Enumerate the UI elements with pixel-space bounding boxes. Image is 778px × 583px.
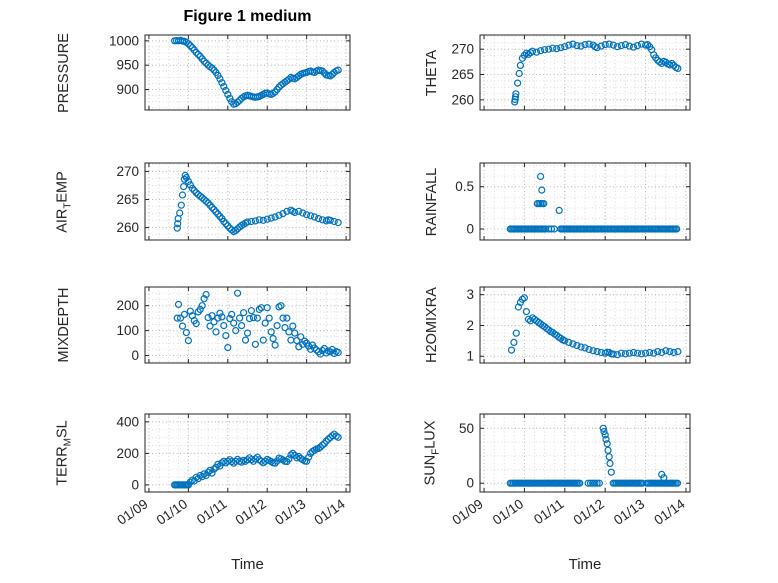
axes-box: [144, 286, 351, 364]
subplot-theta: 260 265 270: [451, 34, 691, 111]
svg-text:01/11: 01/11: [194, 496, 229, 527]
svg-text:260: 260: [116, 220, 139, 235]
y-tick-labels: 260 265 270: [451, 42, 474, 108]
svg-text:01/13: 01/13: [611, 496, 647, 528]
ylabel-h2omixra: H2OMIXRA: [424, 287, 440, 363]
subplot-terr-msl: 0 200 400 01/09 01/10 01/11 01/12 01/13 01/14: [114, 413, 351, 528]
svg-text:1: 1: [466, 349, 474, 364]
svg-text:01/14: 01/14: [651, 496, 688, 528]
minor-grid: [480, 35, 690, 110]
major-grid: [145, 163, 350, 240]
ylabel-rainfall: RAINFALL: [424, 167, 440, 236]
svg-text:01/09: 01/09: [114, 496, 150, 528]
minor-grid: [145, 163, 350, 240]
axes-box: [144, 34, 351, 111]
tick-marks: [480, 287, 690, 363]
svg-text:0: 0: [131, 477, 139, 492]
h2omixra-data-points: [507, 294, 682, 359]
svg-text:200: 200: [116, 298, 139, 313]
y-tick-labels: 0 50: [459, 421, 474, 491]
svg-text:0: 0: [466, 222, 474, 237]
tick-marks: [145, 287, 350, 363]
svg-text:265: 265: [116, 192, 139, 207]
y-tick-labels: 1 2 3: [466, 287, 474, 364]
svg-text:270: 270: [451, 42, 474, 57]
major-grid: [145, 35, 350, 110]
subplot-air-temp: 260 265 270: [116, 162, 351, 241]
svg-text:100: 100: [116, 323, 139, 338]
ylabel-theta: THETA: [424, 49, 440, 96]
svg-text:950: 950: [116, 58, 139, 73]
axes-box: [144, 162, 351, 241]
subplot-pressure: 900 950 1000: [109, 33, 351, 111]
svg-text:260: 260: [451, 92, 474, 107]
tick-marks: [145, 35, 350, 110]
theta-data-points: [511, 40, 682, 106]
svg-text:200: 200: [116, 446, 139, 461]
svg-text:01/14: 01/14: [311, 496, 348, 528]
tick-marks: [145, 163, 350, 240]
y-tick-labels: 900 950 1000: [109, 33, 139, 97]
tick-marks: [145, 414, 350, 492]
svg-text:0: 0: [131, 348, 139, 363]
subplot-sun-flux: 0 50 01/09 01/10 01/11 01/12 01/13 01/14: [449, 413, 691, 528]
ylabel-pressure: PRESSURE: [56, 32, 72, 113]
svg-text:400: 400: [116, 414, 139, 429]
axes-box: [479, 162, 691, 241]
svg-text:0: 0: [466, 476, 474, 491]
x-tick-labels: 01/09 01/10 01/11 01/12 01/13 01/14: [114, 496, 348, 528]
svg-text:01/11: 01/11: [531, 496, 566, 527]
subplot-rainfall: 00.5: [455, 162, 691, 241]
svg-text:1000: 1000: [109, 33, 139, 48]
mixdepth-data-points: [173, 289, 342, 358]
tick-marks: [480, 414, 690, 492]
figure-title: Figure 1 medium: [183, 8, 312, 25]
svg-text:01/12: 01/12: [233, 496, 269, 528]
subplot-mixdepth: 0 100 200: [116, 286, 351, 364]
pressure-data-points: [171, 36, 342, 108]
svg-text:50: 50: [459, 421, 474, 436]
x-tick-labels: 01/09 01/10 01/11 01/12 01/13 01/14: [449, 496, 688, 528]
major-grid: [145, 414, 350, 492]
svg-text:3: 3: [466, 287, 474, 302]
svg-text:01/10: 01/10: [154, 496, 190, 528]
sun-flux-data-points: [506, 424, 682, 487]
svg-text:2: 2: [466, 318, 474, 333]
svg-text:0.5: 0.5: [455, 179, 474, 194]
y-tick-labels: 0 100 200: [116, 298, 139, 363]
svg-text:01/13: 01/13: [272, 496, 308, 528]
axes-box: [479, 413, 691, 493]
tick-marks: [480, 35, 690, 110]
svg-text:01/09: 01/09: [449, 496, 485, 528]
air-temp-data-points: [173, 171, 342, 236]
svg-text:01/10: 01/10: [490, 496, 526, 528]
subplot-h2omixra: 1 2 3: [466, 286, 691, 364]
svg-text:270: 270: [116, 164, 139, 179]
tick-marks: [480, 163, 690, 240]
ylabel-air-temp: AIRTEMP: [54, 170, 74, 233]
y-tick-labels: 260 265 270: [116, 164, 139, 235]
svg-text:01/12: 01/12: [571, 496, 607, 528]
xlabel-time-right: Time: [568, 556, 602, 573]
svg-text:265: 265: [451, 67, 474, 82]
y-tick-labels: 0 200 400: [116, 414, 139, 492]
axes-box: [479, 34, 691, 111]
xlabel-time-left: Time: [231, 556, 264, 573]
ylabel-mixdepth: MIXDEPTH: [56, 287, 72, 363]
svg-text:900: 900: [116, 82, 139, 97]
terr-msl-data-points: [171, 430, 342, 489]
rainfall-data-points: [506, 172, 681, 233]
y-tick-labels: 00.5: [455, 179, 474, 236]
ylabel-sun-flux: SUNFLUX: [422, 420, 442, 486]
ylabel-terr-msl: TERRMSL: [54, 420, 74, 486]
